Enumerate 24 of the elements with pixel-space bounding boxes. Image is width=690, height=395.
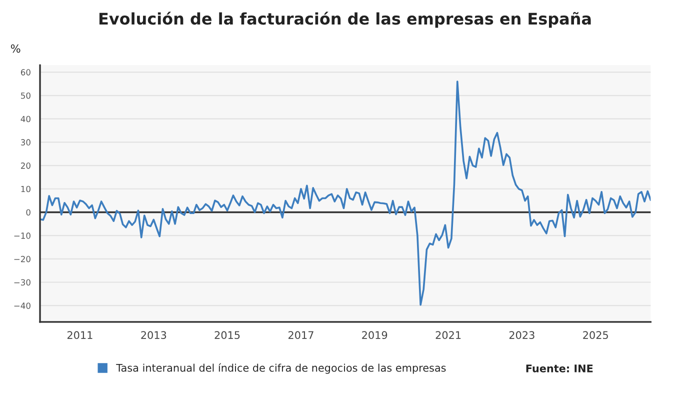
y-tick-label: −20: [14, 256, 30, 262]
x-tick-label: 2011: [67, 331, 92, 340]
y-tick-label: −10: [14, 232, 30, 239]
x-tick-label: 2023: [509, 331, 534, 340]
y-tick-label: 0: [26, 209, 30, 216]
x-tick-label: 2025: [583, 331, 608, 340]
x-tick-label: 2019: [362, 331, 388, 340]
x-tick-label: 2017: [288, 331, 314, 340]
y-tick-label: −40: [14, 302, 30, 309]
x-tick-label: 2013: [141, 331, 166, 340]
chart-title: Evolución de la facturación de las empresas en España: [99, 12, 591, 28]
y-tick-label: 40: [20, 116, 30, 122]
x-tick-label: 2021: [436, 331, 461, 340]
y-tick-label: 20: [21, 162, 30, 169]
x-tick-label: 2015: [214, 331, 240, 340]
y-tick-label: 10: [21, 186, 30, 192]
legend-label: Tasa interanual del índice de cifra de negocios de las empresas: [116, 363, 446, 374]
y-tick-label: 60: [20, 69, 30, 76]
y-tick-label: 30: [21, 139, 30, 146]
y-tick-label: 50: [21, 92, 30, 99]
source-note: Fuente: INE: [526, 364, 593, 372]
y-axis-title: %: [10, 44, 20, 53]
y-tick-label: −30: [14, 279, 30, 286]
line-series: [40, 80, 651, 306]
